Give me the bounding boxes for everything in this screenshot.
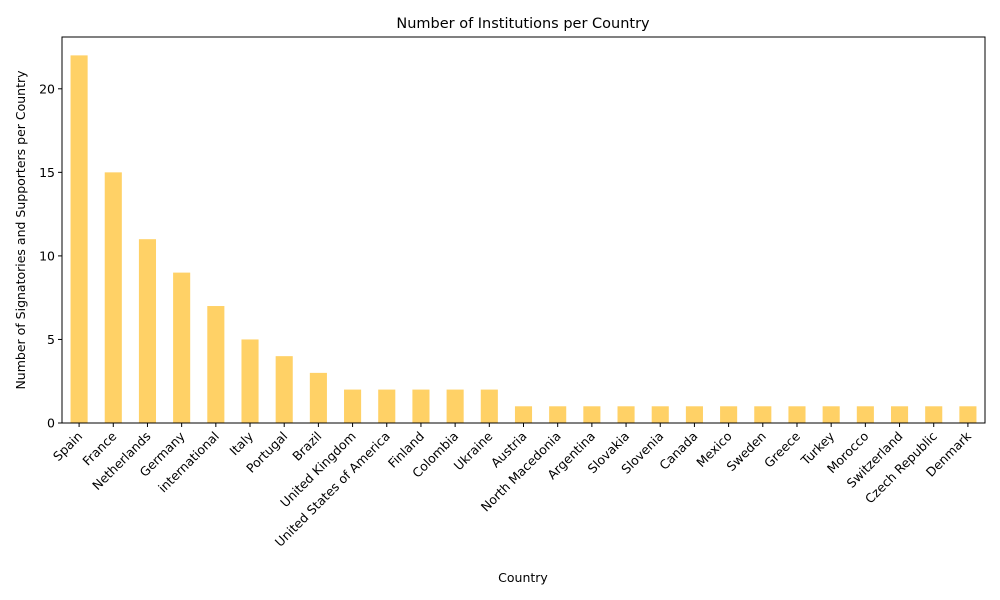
x-tick-label: Ukraine: [451, 428, 496, 473]
bar-denmark: [959, 406, 977, 423]
bar-finland: [412, 389, 430, 423]
bar-morocco: [856, 406, 874, 423]
y-tick-label: 20: [39, 81, 55, 96]
y-tick-label: 5: [47, 332, 55, 347]
y-tick-label: 10: [39, 248, 55, 263]
bar-united-kingdom: [344, 389, 362, 423]
x-tick-label: Italy: [226, 428, 256, 458]
bar-spain: [70, 55, 88, 423]
bar-north-macedonia: [549, 406, 567, 423]
x-tick-label: Canada: [656, 429, 700, 473]
bar-italy: [241, 339, 259, 423]
y-tick-label: 0: [47, 416, 55, 431]
plot-frame: [61, 36, 986, 424]
chart-title: Number of Institutions per Country: [396, 16, 650, 32]
bar-czech-republic: [925, 406, 943, 423]
bar-turkey: [822, 406, 840, 423]
bar-slovenia: [651, 406, 669, 423]
bar-germany: [173, 272, 191, 423]
bars-group: [70, 55, 977, 423]
bar-brazil: [309, 372, 327, 423]
x-tick-label: international: [155, 429, 222, 496]
y-tick-label: 15: [39, 165, 55, 180]
bar-colombia: [446, 389, 464, 423]
bar-argentina: [583, 406, 601, 423]
x-tick-label: Greece: [761, 428, 803, 470]
bar-mexico: [720, 406, 738, 423]
x-axis: SpainFranceNetherlandsGermanyinternation…: [50, 423, 975, 550]
bar-switzerland: [890, 406, 909, 423]
bar-slovakia: [617, 406, 635, 423]
bar-greece: [788, 406, 806, 423]
bar-portugal: [275, 356, 293, 423]
bar-canada: [685, 406, 703, 423]
y-axis-label: Number of Signatories and Supporters per…: [13, 70, 28, 390]
bar-united-states-of-america: [378, 389, 396, 423]
bar-sweden: [754, 406, 772, 423]
bar-austria: [514, 406, 533, 423]
y-axis: 0 5 10 15 20: [39, 81, 62, 431]
bar-netherlands: [138, 239, 157, 423]
bar-france: [104, 172, 122, 423]
bar-ukraine: [480, 389, 498, 423]
bar-international: [207, 306, 225, 423]
x-axis-label: Country: [498, 570, 548, 585]
